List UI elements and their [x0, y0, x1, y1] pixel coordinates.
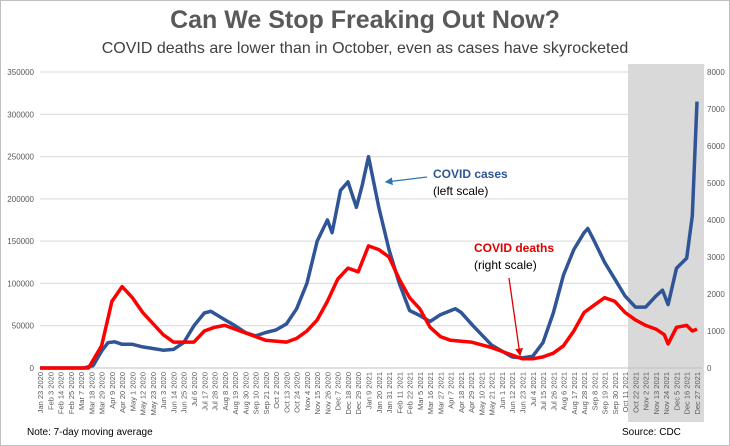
deaths-annotation-label: COVID deaths	[474, 241, 555, 255]
x-tick-label: Jul 4 2021	[529, 372, 538, 407]
x-tick-label: Feb 3 2020	[46, 372, 55, 410]
source: Source: CDC	[622, 427, 681, 438]
x-tick-label: Sep 8 2021	[590, 372, 599, 410]
x-tick-label: Dec 16 2021	[683, 372, 692, 415]
x-tick-label: Jan 9 2021	[365, 372, 374, 409]
y-left-tick-label: 300000	[7, 110, 34, 119]
x-tick-label: Jul 28 2020	[211, 372, 220, 411]
x-tick-label: Jun 14 2020	[169, 372, 178, 413]
cases-line	[40, 101, 699, 370]
x-tick-label: Jul 17 2020	[200, 372, 209, 411]
x-tick-label: Nov 26 2020	[323, 372, 332, 415]
y-left-tick-label: 50000	[12, 322, 35, 331]
x-tick-label: Apr 29 2021	[467, 372, 476, 413]
x-tick-label: Aug 19 2020	[231, 372, 240, 415]
x-tick-label: Jun 1 2021	[498, 372, 507, 409]
x-tick-label: Dec 5 2021	[672, 372, 681, 410]
x-tick-label: Oct 13 2020	[282, 372, 291, 413]
y-right-tick-label: 6000	[707, 142, 725, 151]
y-right-tick-label: 3000	[707, 253, 725, 262]
highlight-region	[627, 64, 704, 422]
x-tick-label: Jan 31 2021	[385, 372, 394, 413]
deaths-arrow	[508, 277, 523, 357]
deaths-annotation-sub: (right scale)	[474, 258, 537, 272]
x-tick-label: Mar 7 2020	[77, 372, 86, 410]
x-tick-label: Aug 28 2021	[580, 372, 589, 415]
x-tick-label: May 23 2020	[149, 372, 158, 415]
x-tick-label: Feb 11 2021	[395, 372, 404, 414]
x-tick-label: Nov 4 2020	[303, 372, 312, 410]
x-tick-label: Jan 20 2021	[375, 372, 384, 413]
x-tick-label: May 21 2021	[488, 372, 497, 415]
note: Note: 7-day moving average	[27, 427, 153, 438]
x-tick-label: May 12 2020	[139, 372, 148, 415]
x-tick-label: Dec 29 2020	[354, 372, 363, 415]
y-right-tick-label: 4000	[707, 216, 725, 225]
y-right-tick-label: 2000	[707, 290, 725, 299]
x-tick-label: Dec 7 2020	[334, 372, 343, 410]
x-tick-label: Feb 22 2021	[406, 372, 415, 414]
x-tick-label: Oct 2 2020	[272, 372, 281, 409]
x-tick-label: Mar 27 2021	[436, 372, 445, 414]
x-tick-label: Nov 2 2021	[642, 372, 651, 410]
x-tick-label: May 10 2021	[477, 372, 486, 415]
x-tick-label: Mar 18 2020	[87, 372, 96, 414]
x-tick-label: Aug 17 2021	[570, 372, 579, 415]
x-tick-label: Oct 22 2021	[631, 372, 640, 413]
x-tick-label: Nov 13 2021	[652, 372, 661, 415]
x-tick-label: Sep 19 2021	[601, 372, 610, 415]
x-tick-label: Sep 10 2020	[252, 372, 261, 415]
cases-annotation-label: COVID cases	[433, 167, 508, 181]
x-tick-label: Oct 24 2020	[293, 372, 302, 413]
x-tick-label: Oct 11 2021	[621, 372, 630, 412]
x-tick-label: Jul 26 2021	[549, 372, 558, 411]
x-tick-label: Apr 20 2020	[118, 372, 127, 413]
x-tick-label: Apr 7 2021	[447, 372, 456, 409]
x-tick-label: Feb 14 2020	[57, 372, 66, 414]
x-tick-label: Apr 9 2020	[108, 372, 117, 409]
x-tick-label: Mar 5 2021	[416, 372, 425, 410]
x-tick-label: Jun 3 2020	[159, 372, 168, 409]
x-tick-label: Dec 27 2021	[693, 372, 702, 415]
y-left-tick-label: 100000	[7, 279, 34, 288]
x-tick-label: May 1 2020	[128, 372, 137, 411]
x-tick-label: Apr 18 2021	[457, 372, 466, 413]
cases-arrow	[384, 176, 428, 186]
chart-title: Can We Stop Freaking Out Now?	[170, 6, 560, 34]
y-left-tick-label: 0	[30, 364, 35, 373]
y-right-tick-label: 8000	[707, 68, 725, 77]
x-tick-label: Aug 8 2020	[221, 372, 230, 410]
x-tick-label: Nov 24 2021	[662, 372, 671, 415]
x-tick-label: Mar 16 2021	[426, 372, 435, 414]
x-tick-label: Aug 6 2021	[560, 372, 569, 410]
x-tick-label: Jul 15 2021	[539, 372, 548, 411]
x-tick-label: Sep 30 2021	[611, 372, 620, 415]
chart-subtitle: COVID deaths are lower than in October, …	[101, 40, 629, 57]
x-tick-label: Mar 29 2020	[98, 372, 107, 414]
y-left-tick-label: 150000	[7, 237, 34, 246]
x-tick-label: Sep 21 2020	[262, 372, 271, 415]
x-tick-label: Feb 25 2020	[67, 372, 76, 414]
x-tick-label: Jul 6 2020	[190, 372, 199, 407]
x-tick-label: Jun 23 2021	[518, 372, 527, 413]
x-tick-label: Aug 30 2020	[241, 372, 250, 415]
x-tick-label: Nov 15 2020	[313, 372, 322, 415]
y-left-tick-label: 250000	[7, 153, 34, 162]
cases-annotation: COVID cases (left scale)	[433, 166, 508, 200]
y-left-tick-label: 350000	[7, 68, 34, 77]
x-tick-label: Jun 25 2020	[180, 372, 189, 413]
y-right-tick-label: 7000	[707, 105, 725, 114]
x-tick-label: Jan 23 2020	[36, 372, 45, 413]
y-left-tick-label: 200000	[7, 195, 34, 204]
deaths-annotation: COVID deaths (right scale)	[474, 240, 554, 274]
y-right-tick-label: 1000	[707, 327, 725, 336]
x-tick-label: Dec 18 2020	[344, 372, 353, 415]
cases-annotation-sub: (left scale)	[433, 184, 489, 198]
y-right-tick-label: 0	[707, 364, 712, 373]
y-right-tick-label: 5000	[707, 179, 725, 188]
x-tick-label: Jun 12 2021	[508, 372, 517, 413]
deaths-line	[40, 244, 698, 370]
